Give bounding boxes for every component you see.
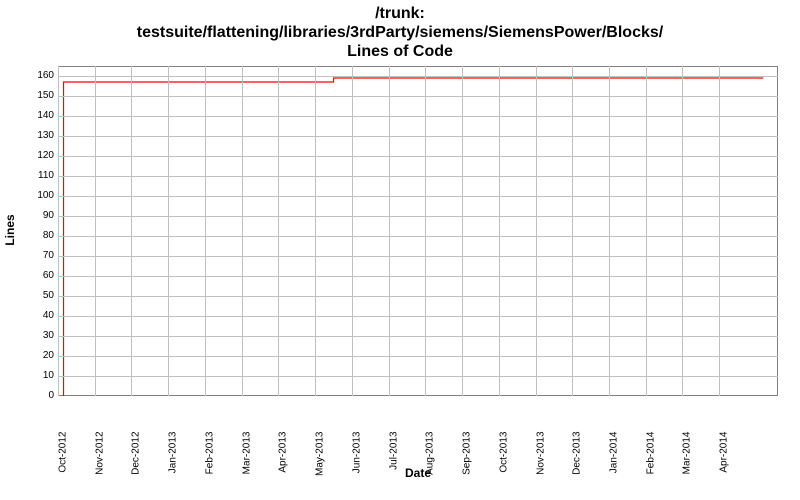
y-tick-label: 130 — [24, 130, 54, 141]
x-tick-label: Nov-2013 — [535, 432, 546, 482]
x-tick-label: Mar-2014 — [682, 432, 693, 482]
x-tick-label: Nov-2012 — [94, 432, 105, 482]
y-tick-label: 160 — [24, 70, 54, 81]
x-tick-label: Apr-2013 — [278, 432, 289, 482]
x-tick-label: Mar-2013 — [241, 432, 252, 482]
y-tick-label: 90 — [24, 210, 54, 221]
chart-title: /trunk: testsuite/flattening/libraries/3… — [0, 0, 800, 62]
y-axis-label: Lines — [3, 200, 17, 260]
y-tick-label: 150 — [24, 90, 54, 101]
y-tick-label: 20 — [24, 350, 54, 361]
x-tick-label: Jun-2013 — [351, 432, 362, 482]
x-tick-label: Apr-2014 — [719, 432, 730, 482]
x-tick-label: Jan-2013 — [168, 432, 179, 482]
y-tick-label: 70 — [24, 250, 54, 261]
y-tick-label: 60 — [24, 270, 54, 281]
y-tick-label: 110 — [24, 170, 54, 181]
y-tick-label: 120 — [24, 150, 54, 161]
x-axis-label: Date — [58, 466, 778, 480]
x-tick-label: Oct-2013 — [498, 432, 509, 482]
x-tick-label: Dec-2013 — [572, 432, 583, 482]
x-tick-label: Feb-2014 — [645, 432, 656, 482]
x-tick-label: Jan-2014 — [609, 432, 620, 482]
y-tick-label: 30 — [24, 330, 54, 341]
y-tick-label: 0 — [24, 390, 54, 401]
chart-title-line2: testsuite/flattening/libraries/3rdParty/… — [0, 23, 800, 42]
x-tick-label: Jul-2013 — [388, 432, 399, 482]
x-tick-label: Sep-2013 — [462, 432, 473, 482]
y-tick-label: 40 — [24, 310, 54, 321]
x-tick-label: Feb-2013 — [204, 432, 215, 482]
y-tick-label: 100 — [24, 190, 54, 201]
y-tick-label: 50 — [24, 290, 54, 301]
plot-area — [58, 66, 778, 396]
y-tick-label: 140 — [24, 110, 54, 121]
chart-title-line1: /trunk: — [0, 4, 800, 23]
x-tick-label: Aug-2013 — [425, 432, 436, 482]
data-series-line — [64, 78, 764, 396]
line-series-layer — [58, 66, 778, 396]
x-tick-label: Oct-2012 — [58, 432, 69, 482]
x-tick-label: Dec-2012 — [131, 432, 142, 482]
x-tick-label: May-2013 — [315, 432, 326, 482]
y-tick-label: 80 — [24, 230, 54, 241]
chart-title-line3: Lines of Code — [0, 42, 800, 61]
y-tick-label: 10 — [24, 370, 54, 381]
